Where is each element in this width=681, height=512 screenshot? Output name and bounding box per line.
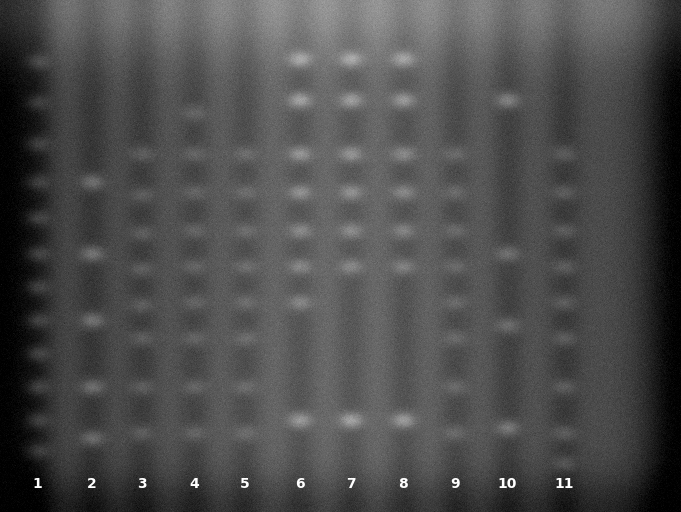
- Text: 11: 11: [554, 477, 573, 491]
- Text: 2: 2: [87, 477, 97, 491]
- Text: 4: 4: [189, 477, 199, 491]
- Text: 9: 9: [450, 477, 460, 491]
- Text: 8: 8: [398, 477, 408, 491]
- Text: 1: 1: [33, 477, 42, 491]
- Text: 6: 6: [295, 477, 304, 491]
- Text: 3: 3: [137, 477, 146, 491]
- Text: 5: 5: [240, 477, 250, 491]
- Text: 7: 7: [346, 477, 355, 491]
- Text: 10: 10: [498, 477, 517, 491]
